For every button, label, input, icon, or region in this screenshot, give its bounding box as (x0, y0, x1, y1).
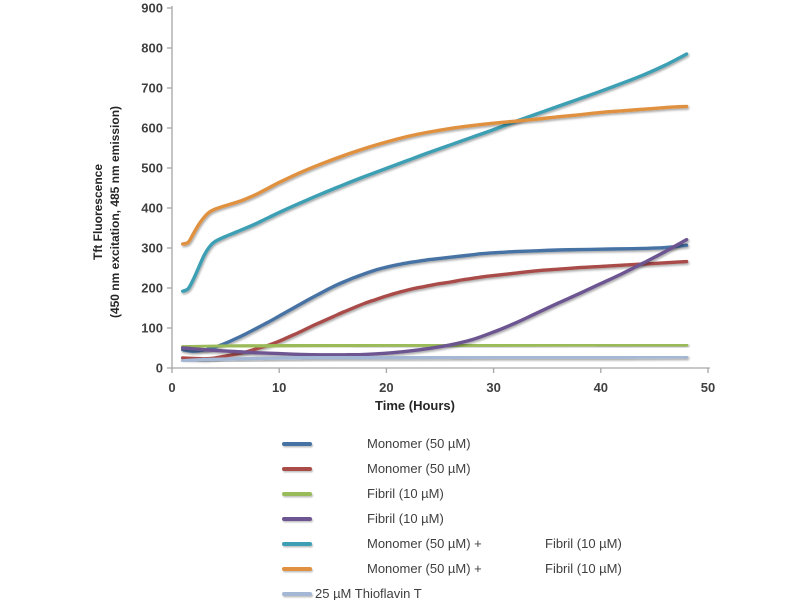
legend-label: Fibril (10 µM) (367, 511, 444, 526)
x-tick-label: 30 (486, 380, 500, 395)
legend-item: Monomer (50 µM) + Fibril (10 µM) (282, 557, 782, 582)
chart-legend: Monomer (50 µM) Monomer (50 µM) Fibril (10… (282, 432, 782, 600)
legend-swatch (282, 517, 312, 521)
x-axis-title: Time (Hours) (375, 398, 455, 413)
legend-swatch (282, 567, 312, 571)
y-tick-label: 900 (141, 1, 163, 16)
legend-label: Monomer (50 µM) (367, 436, 471, 451)
series-line-5 (181, 104, 689, 246)
series-line-4 (181, 52, 689, 293)
legend-label: 25 µM Thioflavin T (315, 586, 422, 600)
x-tick-label: 20 (379, 380, 393, 395)
series-line-6 (181, 355, 689, 363)
y-tick-label: 700 (141, 81, 163, 96)
y-tick-label: 0 (156, 361, 163, 376)
legend-label-secondary: Fibril (10 µM) (545, 561, 622, 576)
y-tick-label: 200 (141, 281, 163, 296)
series-line-2 (181, 343, 689, 349)
legend-label: Fibril (10 µM) (367, 486, 444, 501)
y-tick-label: 100 (141, 321, 163, 336)
legend-item: Monomer (50 µM) (282, 457, 782, 482)
series-line-0 (181, 243, 689, 353)
line-chart-plot: 0 100 200 300 400 500 600 700 800 900 0 10 20 30 40 50 (141, 1, 715, 396)
legend-item: Fibril (10 µM) (282, 507, 782, 532)
legend-swatch (282, 467, 312, 471)
legend-item: Monomer (50 µM) (282, 432, 782, 457)
legend-swatch (282, 542, 312, 546)
x-tick-label: 40 (594, 380, 608, 395)
legend-swatch (282, 492, 312, 496)
x-tick-label: 50 (701, 380, 715, 395)
legend-swatch (282, 442, 312, 446)
y-tick-label: 400 (141, 201, 163, 216)
y-tick-label: 500 (141, 161, 163, 176)
legend-label: Monomer (50 µM) + (367, 561, 482, 576)
legend-label-secondary: Fibril (10 µM) (545, 536, 622, 551)
x-tick-label: 10 (272, 380, 286, 395)
legend-swatch (282, 592, 312, 596)
legend-label: Monomer (50 µM) (367, 461, 471, 476)
series-line-3 (181, 237, 689, 357)
legend-item: Fibril (10 µM) (282, 482, 782, 507)
y-tick-label: 600 (141, 121, 163, 136)
legend-label: Monomer (50 µM) + (367, 536, 482, 551)
legend-item: 25 µM Thioflavin T (282, 582, 782, 600)
y-tick-label: 300 (141, 241, 163, 256)
y-tick-label: 800 (141, 41, 163, 56)
legend-item: Monomer (50 µM) + Fibril (10 µM) (282, 532, 782, 557)
x-tick-label: 0 (168, 380, 175, 395)
